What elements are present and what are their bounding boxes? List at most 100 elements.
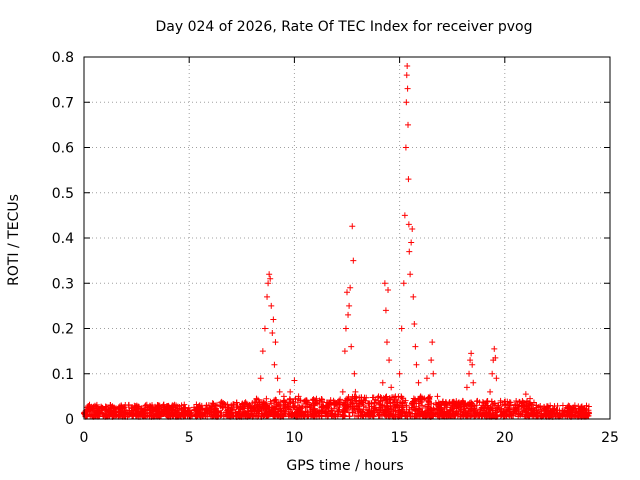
baseline-point bbox=[199, 412, 206, 419]
data-point bbox=[345, 311, 352, 318]
data-point bbox=[348, 343, 355, 350]
data-point bbox=[404, 63, 411, 70]
baseline-point bbox=[559, 402, 566, 409]
data-point bbox=[575, 409, 582, 416]
baseline-point bbox=[351, 412, 358, 419]
baseline-point bbox=[340, 412, 347, 419]
baseline-point bbox=[346, 413, 353, 420]
baseline-point bbox=[278, 410, 285, 417]
baseline-point bbox=[256, 410, 263, 417]
baseline-point bbox=[567, 406, 574, 413]
data-point bbox=[408, 239, 415, 246]
baseline-point bbox=[271, 409, 278, 416]
data-point bbox=[401, 212, 408, 219]
data-point bbox=[402, 144, 409, 151]
baseline-point bbox=[132, 412, 139, 419]
data-point bbox=[417, 393, 424, 400]
baseline-point bbox=[304, 409, 311, 416]
baseline-point bbox=[189, 412, 196, 419]
baseline-point bbox=[303, 397, 310, 404]
baseline-point bbox=[117, 406, 124, 413]
baseline-point bbox=[380, 408, 387, 415]
y-axis-title: ROTI / TECUs bbox=[6, 194, 22, 286]
y-tick-label: 0.2 bbox=[52, 322, 74, 338]
baseline-point bbox=[406, 409, 413, 416]
data-point bbox=[493, 375, 500, 382]
data-point bbox=[301, 397, 308, 404]
baseline-point bbox=[513, 407, 520, 414]
baseline-point bbox=[400, 398, 407, 405]
baseline-point bbox=[495, 402, 502, 409]
data-point bbox=[412, 343, 419, 350]
data-point bbox=[259, 348, 266, 355]
data-point bbox=[154, 408, 161, 415]
baseline-point bbox=[261, 412, 268, 419]
data-point bbox=[133, 407, 140, 414]
data-point bbox=[386, 357, 393, 364]
baseline-point bbox=[111, 404, 118, 411]
baseline-point bbox=[533, 410, 540, 417]
y-tick-label: 0.1 bbox=[52, 367, 74, 383]
baseline-point bbox=[491, 413, 498, 420]
baseline-point bbox=[227, 411, 234, 418]
baseline-point bbox=[453, 408, 460, 415]
baseline-point bbox=[149, 404, 156, 411]
data-point bbox=[407, 271, 414, 278]
baseline-point bbox=[211, 409, 218, 416]
baseline-point bbox=[276, 403, 283, 410]
data-point bbox=[322, 402, 329, 409]
data-point bbox=[392, 393, 399, 400]
baseline-point bbox=[351, 393, 358, 400]
baseline-point bbox=[271, 397, 278, 404]
data-point bbox=[276, 388, 283, 395]
data-point bbox=[347, 284, 354, 291]
data-point bbox=[267, 275, 274, 282]
baseline-point bbox=[105, 407, 112, 414]
baseline-point bbox=[170, 410, 177, 417]
baseline-point bbox=[342, 402, 349, 409]
data-point bbox=[274, 375, 281, 382]
baseline-point bbox=[390, 394, 397, 401]
data-point bbox=[409, 225, 416, 232]
baseline-point bbox=[470, 402, 477, 409]
data-point bbox=[430, 370, 437, 377]
baseline-point bbox=[334, 413, 341, 420]
data-point bbox=[352, 388, 359, 395]
baseline-point bbox=[411, 406, 418, 413]
data-point bbox=[175, 409, 182, 416]
baseline-point bbox=[218, 412, 225, 419]
data-point bbox=[438, 402, 445, 409]
baseline-point bbox=[267, 398, 274, 405]
data-point bbox=[411, 320, 418, 327]
data-point bbox=[400, 280, 407, 287]
axis-ticks: 0 5 10 15 20 25 0 0.1 0.2 0.3 0.4 0.5 0.6 0.7 0.8 bbox=[52, 50, 619, 446]
baseline-point bbox=[288, 410, 295, 417]
data-point bbox=[269, 330, 276, 337]
data-point bbox=[144, 406, 151, 413]
baseline-point bbox=[366, 406, 373, 413]
baseline-point bbox=[438, 409, 445, 416]
baseline-point bbox=[457, 406, 464, 413]
data-point bbox=[434, 393, 441, 400]
data-point bbox=[396, 370, 403, 377]
baseline-point bbox=[262, 406, 269, 413]
baseline-point bbox=[471, 412, 478, 419]
baseline-point bbox=[307, 401, 314, 408]
data-point bbox=[522, 391, 529, 398]
baseline-point bbox=[282, 399, 289, 406]
baseline-point bbox=[399, 411, 406, 418]
data-point bbox=[543, 404, 550, 411]
data-point bbox=[253, 395, 260, 402]
data-point bbox=[102, 406, 109, 413]
baseline-point bbox=[417, 398, 424, 405]
data-point bbox=[266, 271, 273, 278]
baseline-point bbox=[178, 402, 185, 409]
baseline-point bbox=[537, 402, 544, 409]
data-point bbox=[270, 316, 277, 323]
data-point bbox=[406, 248, 413, 255]
baseline-point bbox=[203, 402, 210, 409]
baseline-point bbox=[513, 398, 520, 405]
baseline-point bbox=[490, 412, 497, 419]
baseline-point bbox=[516, 410, 523, 417]
baseline-point bbox=[251, 404, 258, 411]
